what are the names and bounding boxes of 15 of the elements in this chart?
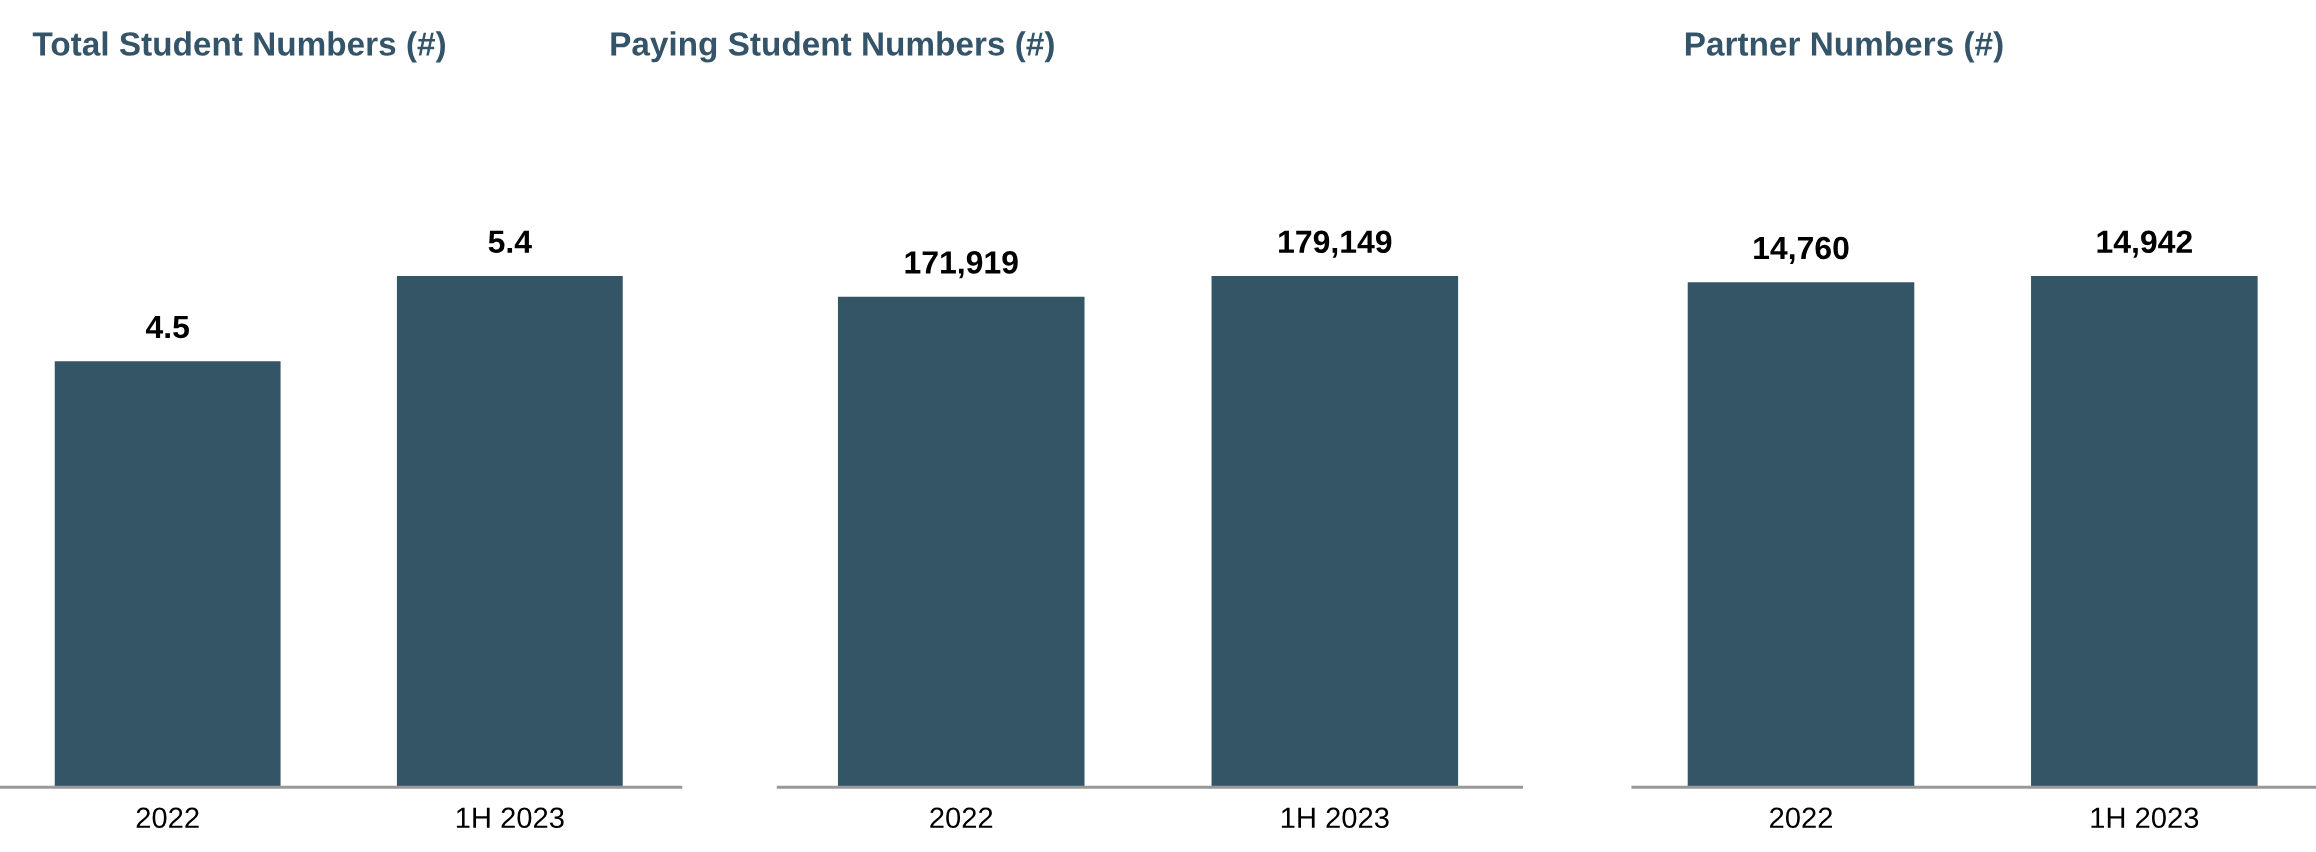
x-tick-label: 1H 2023: [1281, 807, 1389, 829]
data-label: 4.5: [145, 315, 189, 339]
x-tick-label: 2022: [930, 807, 993, 829]
data-label: 179,149: [1279, 230, 1392, 258]
x-tick-label: 1H 2023: [456, 807, 564, 829]
data-label: 171,919: [905, 251, 1018, 279]
x-tick-label: 2022: [1770, 807, 1832, 829]
data-label: 5.4: [488, 230, 532, 254]
x-tick-label: 1H 2023: [2091, 807, 2199, 829]
data-label: 14,942: [2097, 230, 2192, 258]
x-tick-label: 2022: [136, 807, 199, 829]
chart-title: Total Student Numbers (#): [32, 31, 445, 63]
chart-title: Partner Numbers (#): [1685, 31, 2003, 63]
data-label: 14,760: [1754, 236, 1849, 264]
chart-title: Paying Student Numbers (#): [611, 31, 1054, 63]
